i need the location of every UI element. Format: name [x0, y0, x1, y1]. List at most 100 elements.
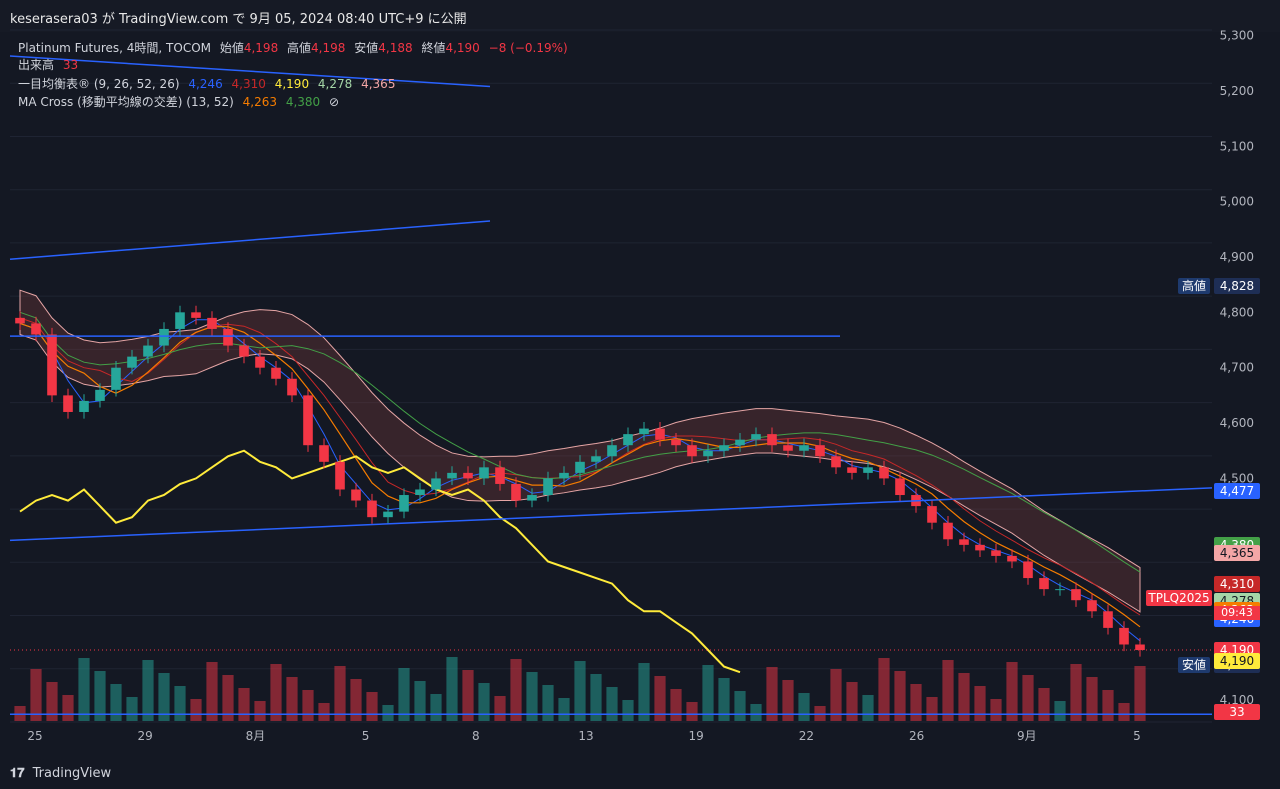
price-tick-label: 5,200: [1220, 84, 1254, 98]
candle: [15, 317, 25, 324]
candle: [143, 345, 153, 357]
candle: [1135, 644, 1145, 651]
candle: [159, 328, 169, 346]
volume-bar: [798, 693, 810, 721]
hidden-icon[interactable]: ⊘: [329, 95, 340, 109]
candle: [415, 489, 425, 496]
time-tick-label: 25: [27, 729, 42, 743]
volume-bars: [14, 657, 1146, 721]
volume-bar: [350, 679, 362, 721]
volume-bar: [606, 687, 618, 721]
candle: [591, 456, 601, 462]
candle: [1039, 578, 1049, 590]
low-label: 安値: [1178, 657, 1211, 673]
volume-bar: [446, 657, 458, 721]
ichimoku-v3: 4,190: [274, 77, 310, 91]
ma-cross-v2: 4,380: [285, 95, 321, 109]
volume-bar: [174, 686, 186, 721]
legend-change: −8 (−0.19%): [488, 41, 568, 55]
brand-footer[interactable]: 𝟏𝟕 TradingView: [10, 766, 111, 781]
candle: [815, 445, 825, 457]
candle: [927, 506, 937, 523]
volume-bar: [1022, 675, 1034, 721]
candle: [959, 539, 969, 545]
volume-bar: [622, 700, 634, 721]
volume-bar: [1086, 677, 1098, 721]
candle: [991, 550, 1001, 556]
ichimoku-v5: 4,365: [361, 77, 396, 91]
legend-low-label: 安値: [354, 41, 379, 55]
legend-high: 4,198: [311, 41, 346, 55]
candle: [943, 522, 953, 540]
volume-bar: [126, 697, 138, 721]
ichimoku-v2: 4,310: [231, 77, 266, 91]
candle: [671, 439, 681, 446]
candle: [607, 445, 617, 457]
candle: [303, 395, 313, 446]
candle: [719, 445, 729, 451]
legend-open-label: 始値: [219, 41, 244, 55]
volume-bar: [222, 675, 234, 721]
volume-bar: [654, 676, 666, 721]
volume-bar: [830, 669, 842, 721]
volume-bar: [46, 682, 58, 721]
price-badge: 4,190: [1214, 653, 1260, 670]
volume-bar: [958, 673, 970, 721]
volume-bar: [1006, 662, 1018, 721]
legend-ichimoku: 一目均衡表® (9, 26, 52, 26) 4,246 4,310 4,190…: [18, 75, 400, 92]
volume-bar: [942, 660, 954, 721]
volume-bar: [862, 695, 874, 721]
volume-value: 33: [62, 58, 79, 72]
candle: [783, 445, 793, 451]
candle: [79, 400, 89, 412]
volume-bar: [254, 701, 266, 721]
volume-bar: [142, 660, 154, 721]
volume-bar: [494, 696, 506, 721]
volume-bar: [30, 669, 42, 721]
candle: [847, 467, 857, 473]
price-tick-label: 5,300: [1220, 29, 1254, 43]
volume-bar: [766, 667, 778, 721]
candle: [623, 434, 633, 446]
volume-bar: [846, 682, 858, 721]
candle: [975, 544, 985, 551]
volume-bar: [990, 699, 1002, 721]
volume-bar: [782, 680, 794, 721]
candle: [735, 439, 745, 446]
volume-bar: [926, 697, 938, 721]
upper-trendline: [9, 220, 491, 260]
legend-symbol: Platinum Futures, 4時間, TOCOM: [18, 41, 211, 55]
volume-bar: [398, 668, 410, 721]
candle: [287, 378, 297, 396]
volume-bar: [638, 663, 650, 721]
legend-low: 4,188: [378, 41, 413, 55]
candle: [767, 434, 777, 446]
volume-bar: [1134, 666, 1146, 721]
candle: [111, 367, 121, 390]
volume-bar: [62, 695, 74, 721]
volume-bar: [974, 686, 986, 721]
volume-bar: [718, 678, 730, 721]
volume-bar: [750, 704, 762, 721]
candle: [335, 461, 345, 490]
legend-close: 4,190: [445, 41, 480, 55]
volume-bar: [286, 677, 298, 721]
volume-bar: [1118, 703, 1130, 721]
candle: [1071, 589, 1081, 601]
volume-bar: [686, 702, 698, 721]
legend-volume: 出来高 33: [18, 56, 83, 73]
candle: [63, 395, 73, 412]
candle: [527, 495, 537, 501]
candle: [543, 478, 553, 496]
volume-bar: [574, 661, 586, 721]
time-tick-label: 8: [472, 729, 480, 743]
publish-text: keserasera03 が TradingView.com で 9月 05, …: [10, 12, 467, 27]
candle: [351, 489, 361, 501]
volume-bar: [430, 694, 442, 721]
volume-bar: [302, 690, 314, 721]
price-badge: 4,477: [1214, 483, 1260, 500]
volume-bar: [78, 658, 90, 721]
candle: [559, 472, 569, 479]
price-badge: 4,365: [1214, 545, 1260, 562]
